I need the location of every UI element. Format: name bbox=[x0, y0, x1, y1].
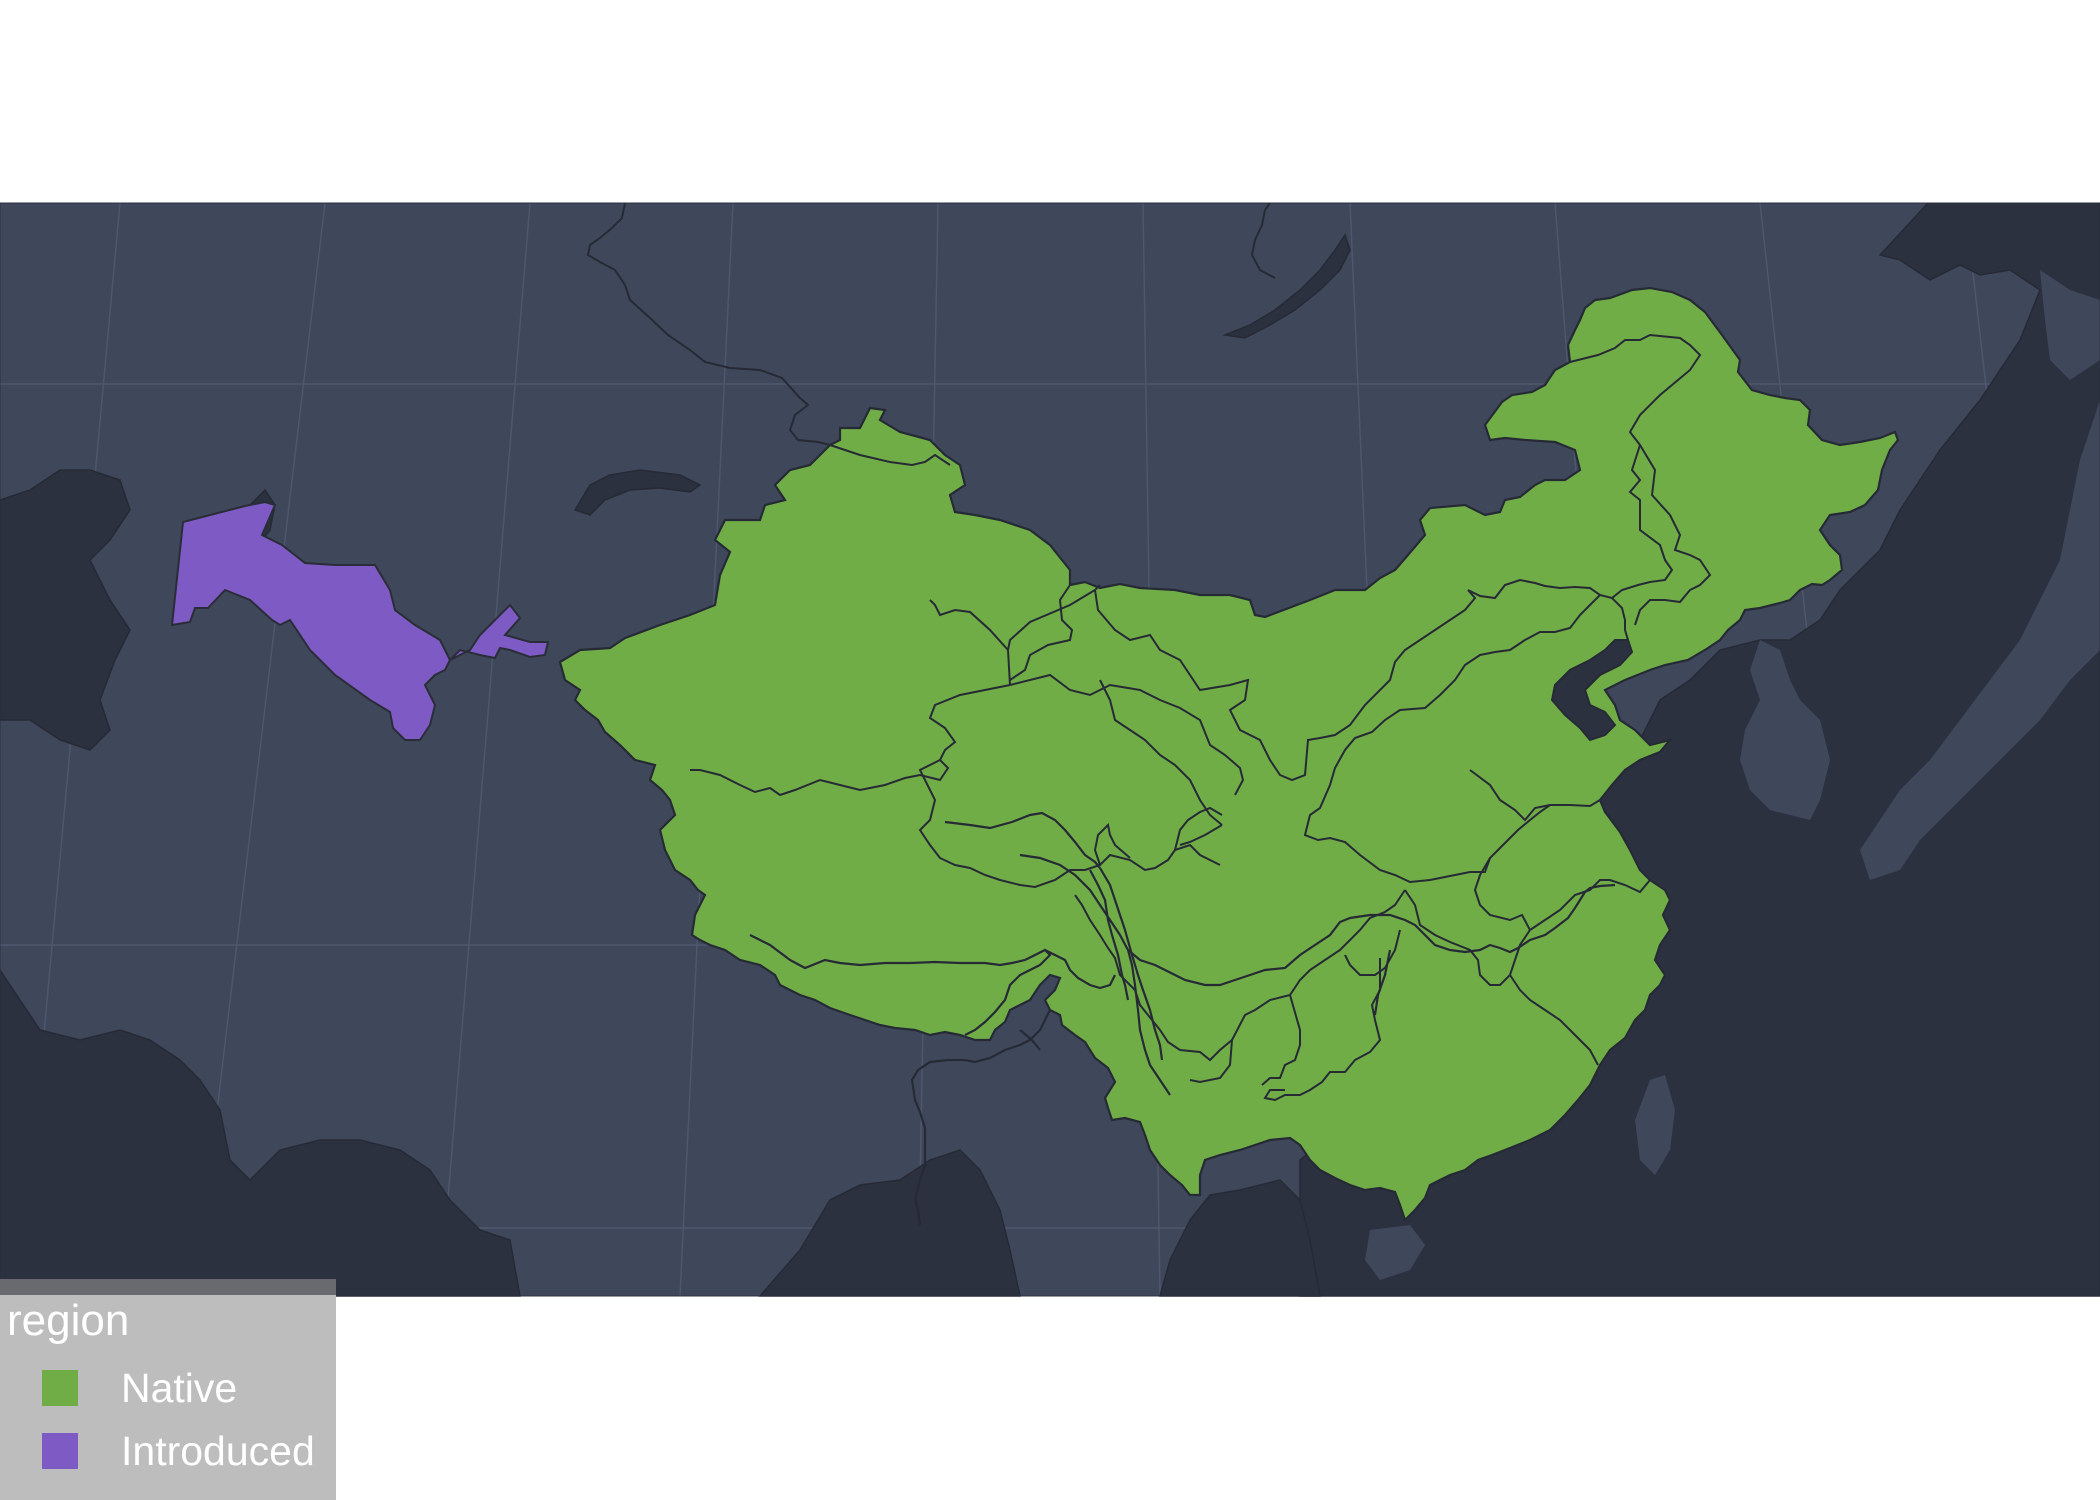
land-west bbox=[0, 469, 131, 751]
top-margin bbox=[0, 0, 2100, 203]
lake-baikal bbox=[1222, 233, 1351, 339]
japan bbox=[1860, 400, 2100, 880]
legend-label-introduced: Introduced bbox=[121, 1428, 315, 1474]
bohai-sea bbox=[1550, 639, 1634, 742]
map-frame bbox=[0, 202, 2100, 1297]
legend: region Native Introduced bbox=[0, 1279, 336, 1500]
legend-band bbox=[0, 1279, 336, 1295]
korea-peninsula bbox=[1740, 640, 1830, 820]
taiwan bbox=[1635, 1075, 1675, 1175]
legend-swatch-introduced bbox=[42, 1433, 78, 1469]
legend-label-native: Native bbox=[121, 1365, 238, 1411]
hainan bbox=[1365, 1225, 1425, 1280]
land-indochina bbox=[1159, 1179, 1321, 1297]
region-china bbox=[558, 286, 1900, 1226]
china-body bbox=[558, 286, 1900, 1223]
land-south bbox=[758, 1149, 1021, 1297]
region-uzbekistan bbox=[170, 500, 550, 741]
land-southwest bbox=[0, 968, 521, 1297]
japan-hokkaido bbox=[2040, 270, 2100, 380]
rivers bbox=[749, 811, 1616, 1226]
lake-balkhash bbox=[573, 469, 702, 516]
legend-swatch-native bbox=[42, 1370, 78, 1406]
country-borders bbox=[586, 202, 1276, 467]
province-boundaries bbox=[690, 333, 1712, 1102]
legend-title: region bbox=[7, 1296, 130, 1345]
